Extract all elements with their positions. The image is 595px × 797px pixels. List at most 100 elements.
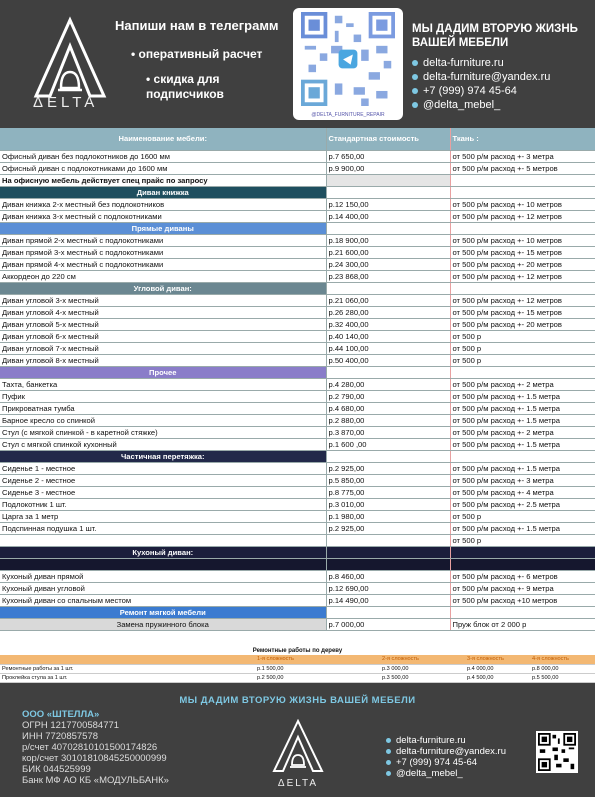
table-row: Царга за 1 метр р.1 980,00 от 500 р bbox=[0, 510, 595, 523]
header-price: Стандартная стоимость bbox=[325, 128, 450, 151]
item-price bbox=[325, 546, 450, 559]
item-fabric: от 500 р/м расход +- 12 метров bbox=[449, 210, 595, 223]
item-price bbox=[325, 606, 450, 619]
company-requisites: ООО «ШТЕЛЛА» ОГРН 1217700584771 ИНН 7720… bbox=[22, 709, 169, 786]
item-fabric bbox=[449, 366, 595, 379]
item-price: р.18 900,00 bbox=[325, 234, 450, 247]
item-price bbox=[325, 534, 450, 547]
item-fabric: от 500 р bbox=[449, 354, 595, 367]
item-fabric: от 500 р/м расход +- 10 метров bbox=[449, 198, 595, 211]
item-name: Стул (с мягкой спинкой - в каретной стяж… bbox=[0, 426, 326, 439]
table-row: Сиденье 1 - местное р.2 925,00 от 500 р/м … bbox=[0, 462, 595, 475]
table-row: Офисный диван без подлокотников до 1600 … bbox=[0, 150, 595, 163]
item-fabric: от 500 р/м расход +- 2.5 метра bbox=[449, 498, 595, 511]
item-fabric: от 500 р/м расход +- 1.5 метра bbox=[449, 390, 595, 403]
item-fabric: от 500 р/м расход +- 12 метров bbox=[449, 294, 595, 307]
item-price bbox=[325, 558, 450, 571]
phone-link[interactable]: +7 (999) 974 45-64 bbox=[412, 85, 517, 97]
item-price bbox=[325, 222, 450, 235]
item-name: Диван прямой 2-х местный с подлокотникам… bbox=[0, 234, 326, 247]
item-price: р.12 150,00 bbox=[325, 198, 450, 211]
item-fabric bbox=[449, 558, 595, 571]
item-price: р.2 880,00 bbox=[325, 414, 450, 427]
table-row: Диван угловой 6-х местный р.40 140,00 от 5… bbox=[0, 330, 595, 343]
table-row: Кухоный диван прямой р.8 460,00 от 500 р/м… bbox=[0, 570, 595, 583]
header-fabric: Ткань : bbox=[449, 128, 595, 151]
table-row: Диван прямой 3-х местный с подлокотникам… bbox=[0, 246, 595, 259]
repair-cell: р.2 500,00 bbox=[255, 673, 380, 683]
item-name bbox=[0, 534, 326, 547]
item-fabric: от 500 р/м расход +- 5 метров bbox=[449, 162, 595, 175]
item-price: р.8 775,00 bbox=[325, 486, 450, 499]
item-price: р.26 280,00 bbox=[325, 306, 450, 319]
item-fabric bbox=[449, 282, 595, 295]
logo-text: ΔELTA bbox=[33, 94, 99, 111]
footer-slogan: МЫ ДАДИМ ВТОРУЮ ЖИЗНЬ ВАШЕЙ МЕБЕЛИ bbox=[179, 695, 416, 706]
table-row: Прикроватная тумба р.4 680,00 от 500 р/м р… bbox=[0, 402, 595, 415]
table-row: Замена пружинного блока р.7 000,00 Пруж бл… bbox=[0, 618, 595, 631]
item-name: Прочее bbox=[0, 366, 326, 379]
item-price: р.4 680,00 bbox=[325, 402, 450, 415]
item-fabric: от 500 р/м расход +- 6 метров bbox=[449, 570, 595, 583]
item-name: Сиденье 1 - местное bbox=[0, 462, 326, 475]
telegram-title: Напиши нам в телеграмм bbox=[115, 18, 279, 33]
item-name: Кухоный диван прямой bbox=[0, 570, 326, 583]
delta-logo-icon bbox=[33, 16, 107, 98]
telegram-icon bbox=[386, 770, 391, 776]
table-row: Диван угловой 4-х местный р.26 280,00 от 5… bbox=[0, 306, 595, 319]
item-name: Замена пружинного блока bbox=[0, 618, 326, 631]
email-link[interactable]: delta-furniture@yandex.ru bbox=[412, 71, 550, 83]
item-fabric bbox=[449, 546, 595, 559]
telegram-handle-link[interactable]: @delta_mebel_ bbox=[412, 99, 500, 111]
item-price: р.32 400,00 bbox=[325, 318, 450, 331]
table-row: Диван угловой 3-х местный р.21 060,00 от 5… bbox=[0, 294, 595, 307]
telegram-qr-code[interactable]: @DELTA_FURNITURE_REPAIR bbox=[293, 8, 403, 120]
item-name: Диван угловой 4-х местный bbox=[0, 306, 326, 319]
item-name: Сиденье 3 - местное bbox=[0, 486, 326, 499]
repair-header-cell: 3-я сложность bbox=[465, 655, 530, 665]
item-fabric: от 500 р/м расход +- 1.5 метра bbox=[449, 522, 595, 535]
table-row: Кухоный диван угловой р.12 690,00 от 500 р… bbox=[0, 582, 595, 595]
website-link[interactable]: delta-furniture.ru bbox=[412, 57, 504, 69]
item-fabric: от 500 р/м расход +- 1.5 метра bbox=[449, 462, 595, 475]
phone-link[interactable]: +7 (999) 974 45-64 bbox=[386, 757, 477, 768]
item-fabric: от 500 р bbox=[449, 510, 595, 523]
item-price: р.7 650,00 bbox=[325, 150, 450, 163]
wood-repair-header: 1-я сложность 2-я сложность 3-я сложност… bbox=[0, 655, 595, 665]
requisite-line: р/счет 40702810101500174826 bbox=[22, 742, 158, 753]
repair-cell: р.8 000,00 bbox=[530, 664, 595, 674]
item-price: р.21 600,00 bbox=[325, 246, 450, 259]
table-row: Диван угловой 8-х местный р.50 400,00 от 5… bbox=[0, 354, 595, 367]
item-price: р.40 140,00 bbox=[325, 330, 450, 343]
table-row: Тахта, банкетка р.4 280,00 от 500 р/м расх… bbox=[0, 378, 595, 391]
item-fabric: от 500 р/м расход +- 1.5 метра bbox=[449, 438, 595, 451]
item-name: Аккордеон до 220 см bbox=[0, 270, 326, 283]
footer-qr-code[interactable] bbox=[536, 731, 578, 773]
header-slogan: МЫ ДАДИМ ВТОРУЮ ЖИЗНЬ ВАШЕЙ МЕБЕЛИ bbox=[412, 23, 578, 49]
item-fabric: от 500 р/м расход +10 метров bbox=[449, 594, 595, 607]
delta-logo-icon: ΔELTA bbox=[272, 719, 324, 789]
item-fabric: от 500 р/м расход +- 20 метров bbox=[449, 318, 595, 331]
table-row: Диван прямой 4-х местный с подлокотникам… bbox=[0, 258, 595, 271]
table-row: Пуфик р.2 790,00 от 500 р/м расход +- 1.5 … bbox=[0, 390, 595, 403]
item-name: Кухоный диван угловой bbox=[0, 582, 326, 595]
item-fabric: от 500 р/м расход +- 15 метров bbox=[449, 246, 595, 259]
item-price: р.5 850,00 bbox=[325, 474, 450, 487]
item-fabric: от 500 р/м расход +- 12 метров bbox=[449, 270, 595, 283]
item-name: Диван книжка 3-х местный с подлокотникам… bbox=[0, 210, 326, 223]
section-header-row: Угловой диван: bbox=[0, 282, 595, 295]
telegram-handle-link[interactable]: @delta_mebel_ bbox=[386, 768, 463, 779]
item-price: р.2 790,00 bbox=[325, 390, 450, 403]
table-row: Аккордеон до 220 см р.23 868,00 от 500 р/м… bbox=[0, 270, 595, 283]
requisite-line: БИК 044525999 bbox=[22, 764, 91, 775]
requisite-line: Банк МФ АО КБ «МОДУЛЬБАНК» bbox=[22, 775, 169, 786]
item-price bbox=[325, 174, 450, 187]
item-fabric bbox=[449, 186, 595, 199]
email-link[interactable]: delta-furniture@yandex.ru bbox=[386, 746, 506, 757]
repair-header-cell bbox=[0, 655, 255, 665]
qr-code-icon bbox=[538, 733, 576, 771]
website-link[interactable]: delta-furniture.ru bbox=[386, 735, 466, 746]
item-name: Диван угловой 5-х местный bbox=[0, 318, 326, 331]
item-price: р.4 280,00 bbox=[325, 378, 450, 391]
table-row: Диван книжка 3-х местный с подлокотникам… bbox=[0, 210, 595, 223]
